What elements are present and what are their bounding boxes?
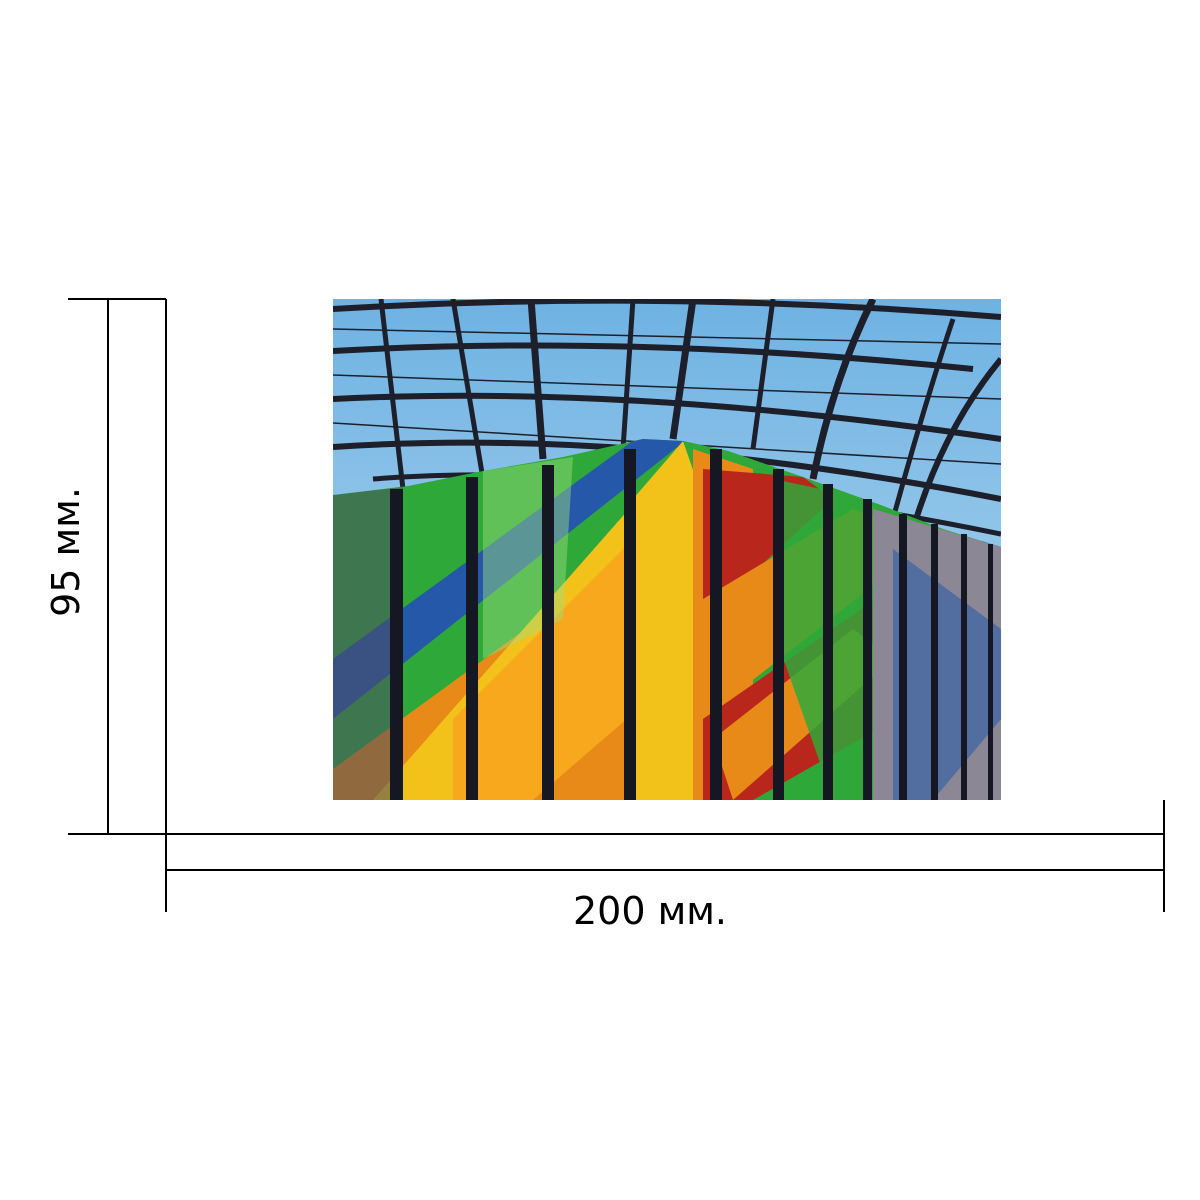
panel-gaps	[390, 449, 993, 800]
product-photo	[333, 299, 1001, 800]
width-label: 200 мм.	[572, 889, 728, 933]
height-label: 95 мм.	[44, 487, 88, 617]
photo-illustration	[333, 299, 1001, 800]
glass-roof-grid	[333, 299, 1001, 537]
